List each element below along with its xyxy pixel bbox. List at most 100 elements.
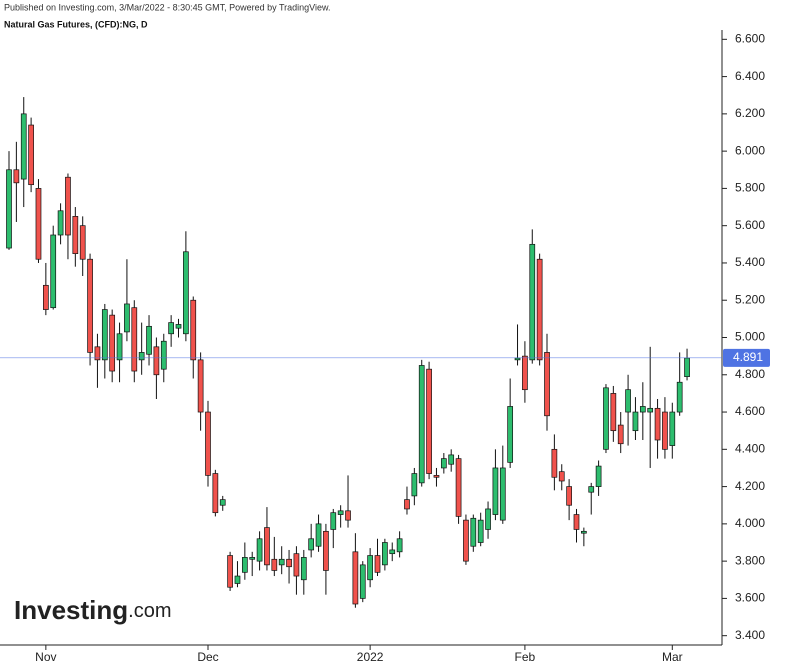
candle-body (499, 467, 506, 521)
candle-body (588, 486, 595, 493)
y-tick-label: 3.400 (735, 628, 765, 642)
candle-body (256, 538, 263, 562)
y-tick-label: 5.400 (735, 255, 765, 269)
published-note: Published on Investing.com, 3/Mar/2022 -… (4, 2, 331, 12)
candle-body (271, 558, 278, 571)
logo-suffix: .com (128, 600, 171, 622)
y-tick-label: 6.200 (735, 106, 765, 120)
candle-body (50, 234, 57, 309)
y-tick-label: 6.600 (735, 31, 765, 45)
candle-body (146, 325, 152, 355)
candle-body (647, 407, 654, 413)
candle-body (404, 499, 410, 510)
candle-body (35, 188, 42, 260)
candle-body (160, 340, 167, 370)
candle-body (507, 406, 514, 463)
y-tick-label: 3.800 (735, 553, 765, 567)
candle-body (470, 517, 477, 547)
candle-body (463, 519, 469, 562)
candle-body (418, 365, 425, 484)
logo-brand: Investing (14, 595, 128, 625)
candle-body (13, 169, 20, 184)
instrument-title: Natural Gas Futures, (CFD):NG, D (4, 19, 148, 29)
y-tick-label: 3.600 (735, 591, 765, 605)
candle-body (544, 352, 550, 417)
candle-body (197, 359, 204, 413)
candle-body (337, 510, 344, 515)
candle-body (551, 448, 558, 478)
candle-body (234, 575, 241, 584)
candle-body (323, 530, 329, 571)
candle-body (581, 530, 587, 534)
candle-body (595, 465, 602, 487)
candle-body (153, 346, 160, 376)
x-tick-label: Feb (515, 650, 536, 664)
candle-body (382, 542, 388, 566)
y-tick-label: 4.200 (735, 479, 765, 493)
candle-body (632, 411, 639, 432)
x-tick-label: 2022 (357, 650, 384, 664)
candle-body (87, 258, 93, 353)
candle-body (669, 411, 676, 446)
candle-body (168, 322, 174, 335)
candle-body (6, 169, 12, 249)
candle-body (426, 368, 432, 474)
candle-body (455, 458, 462, 517)
candle-body (293, 553, 300, 577)
candle-body (183, 251, 189, 335)
y-tick-label: 4.400 (735, 441, 765, 455)
candle-body (109, 314, 116, 372)
candle-body (625, 389, 631, 413)
last-price-box (723, 348, 770, 367)
y-tick-label: 5.600 (735, 218, 765, 232)
candle-body (529, 243, 536, 361)
candle-body (367, 555, 373, 581)
candle-body (101, 309, 108, 361)
candle-body (492, 467, 499, 515)
candle-body (131, 307, 138, 372)
y-tick-label: 5.800 (735, 181, 765, 195)
candle-body (440, 458, 447, 469)
candle-body (138, 352, 145, 361)
candle-body (249, 557, 256, 560)
candle-body (411, 473, 418, 497)
y-tick-label: 6.000 (735, 143, 765, 157)
candle-body (219, 499, 226, 506)
candle-body (617, 424, 624, 445)
candle-body (448, 454, 455, 465)
candle-body (241, 557, 248, 573)
candle-body (286, 558, 292, 568)
candle-body (639, 406, 646, 413)
y-tick-label: 4.600 (735, 404, 765, 418)
candle-body (28, 124, 34, 186)
candle-body (205, 411, 211, 476)
last-price-label: 4.891 (733, 350, 763, 364)
candle-body (315, 523, 322, 547)
candle-body (175, 324, 182, 329)
candle-body (72, 216, 79, 254)
candle-body (522, 355, 528, 391)
candle-body (485, 508, 491, 530)
candle-body (433, 475, 440, 478)
candle-body (352, 551, 359, 605)
candle-body (65, 176, 71, 236)
y-tick-label: 4.000 (735, 516, 765, 530)
candle-body (603, 387, 609, 450)
candle-body (116, 333, 123, 361)
y-tick-label: 4.800 (735, 367, 765, 381)
candle-body (345, 510, 351, 521)
candle-body (558, 471, 565, 482)
candle-body (212, 473, 219, 514)
candle-body (42, 284, 49, 310)
candle-body (610, 393, 617, 432)
candle-body (396, 538, 403, 553)
candle-body (566, 486, 572, 506)
candle-body (308, 538, 315, 551)
candle-body (57, 210, 64, 236)
candle-body (94, 346, 101, 361)
candle-body (662, 411, 668, 450)
candle-body (676, 381, 683, 413)
x-tick-label: Mar (662, 650, 683, 664)
